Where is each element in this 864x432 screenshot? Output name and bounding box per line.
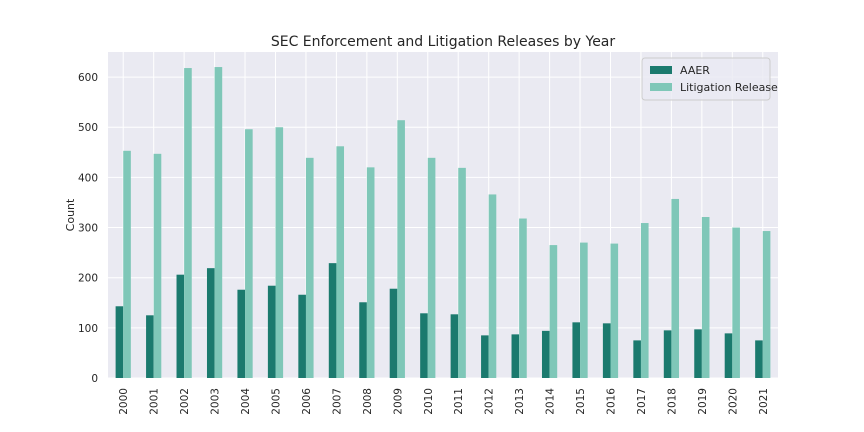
bar-litigation-release — [549, 245, 558, 378]
bar-aaer — [115, 306, 124, 378]
bar-aaer — [328, 263, 337, 378]
y-tick-label: 500 — [78, 122, 98, 134]
bar-aaer — [724, 333, 733, 378]
bar-aaer — [267, 285, 276, 378]
legend-swatch — [650, 83, 672, 91]
bar-litigation-release — [336, 146, 345, 378]
x-tick-label: 2018 — [666, 388, 678, 415]
bar-aaer — [420, 313, 428, 378]
bar-litigation-release — [123, 150, 131, 378]
bar-litigation-release — [397, 120, 405, 378]
bars-group — [115, 67, 771, 379]
bar-aaer — [176, 274, 185, 378]
legend-swatch — [650, 66, 672, 74]
bar-litigation-release — [701, 217, 710, 378]
bar-litigation-release — [640, 223, 649, 378]
x-tick-label: 2015 — [575, 388, 587, 415]
bar-aaer — [206, 268, 215, 378]
bar-aaer — [389, 288, 398, 378]
bar-aaer — [237, 289, 246, 378]
x-tick-label: 2004 — [240, 388, 252, 415]
bar-aaer — [572, 322, 581, 378]
y-tick-labels: 0 100 200 300 400 500 600 — [78, 72, 98, 385]
x-tick-label: 2000 — [118, 388, 130, 415]
bar-aaer — [663, 330, 672, 378]
y-tick-label: 0 — [91, 373, 98, 385]
x-tick-label: 2011 — [453, 388, 465, 415]
x-tick-label: 2014 — [545, 388, 557, 415]
x-tick-label: 2013 — [514, 388, 526, 415]
x-tick-label: 2017 — [636, 388, 648, 415]
x-tick-label: 2009 — [392, 388, 404, 415]
x-tick-label: 2006 — [301, 388, 313, 415]
bar-litigation-release — [305, 157, 314, 378]
legend-label: Litigation Release — [680, 81, 778, 94]
y-axis-label: Count — [64, 198, 77, 231]
x-tick-label: 2001 — [149, 388, 161, 415]
y-tick-label: 200 — [78, 273, 98, 285]
bar-aaer — [146, 315, 154, 378]
bar-litigation-release — [366, 167, 375, 378]
x-tick-label: 2003 — [210, 388, 222, 415]
bar-litigation-release — [427, 157, 436, 378]
y-tick-label: 100 — [78, 323, 98, 335]
x-tick-label: 2020 — [727, 388, 739, 415]
bar-aaer — [450, 314, 459, 378]
bar-litigation-release — [519, 218, 527, 378]
x-tick-label: 2019 — [697, 388, 709, 415]
bar-aaer — [511, 334, 520, 378]
bar-litigation-release — [671, 198, 680, 378]
x-tick-label: 2016 — [606, 388, 618, 415]
bar-litigation-release — [275, 127, 284, 378]
x-tick-label: 2008 — [362, 388, 374, 415]
x-tick-labels: 2000 2001 2002 2003 2004 2005 2006 2007 2008 2009… — [118, 388, 770, 415]
bar-aaer — [541, 330, 550, 378]
bar-aaer — [298, 294, 306, 378]
x-tick-label: 2005 — [271, 388, 283, 415]
bar-aaer — [359, 302, 367, 378]
bar-litigation-release — [488, 194, 497, 378]
bar-litigation-release — [153, 153, 162, 378]
x-tick-label: 2010 — [423, 388, 435, 415]
bar-litigation-release — [214, 67, 223, 379]
bar-litigation-release — [610, 243, 619, 378]
bar-aaer — [602, 323, 611, 378]
legend-label: AAER — [680, 64, 710, 77]
legend-frame — [641, 57, 771, 101]
bar-aaer — [481, 335, 489, 378]
bar-litigation-release — [762, 231, 771, 378]
bar-litigation-release — [184, 68, 192, 379]
bar-litigation-release — [458, 167, 466, 378]
y-tick-label: 300 — [78, 223, 98, 235]
bar-litigation-release — [732, 227, 740, 378]
bar-aaer — [694, 329, 702, 378]
bar-litigation-release — [245, 129, 253, 378]
x-tick-label: 2021 — [758, 388, 770, 415]
x-tick-label: 2012 — [484, 388, 496, 415]
bar-aaer — [633, 340, 641, 378]
chart-title: SEC Enforcement and Litigation Releases … — [271, 34, 616, 50]
legend: AAER Litigation Release — [641, 57, 778, 101]
bar-litigation-release — [580, 242, 588, 378]
y-tick-label: 600 — [78, 72, 98, 84]
y-tick-label: 400 — [78, 172, 98, 184]
bar-aaer — [755, 340, 763, 378]
x-tick-label: 2002 — [179, 388, 191, 415]
x-tick-label: 2007 — [331, 388, 343, 415]
